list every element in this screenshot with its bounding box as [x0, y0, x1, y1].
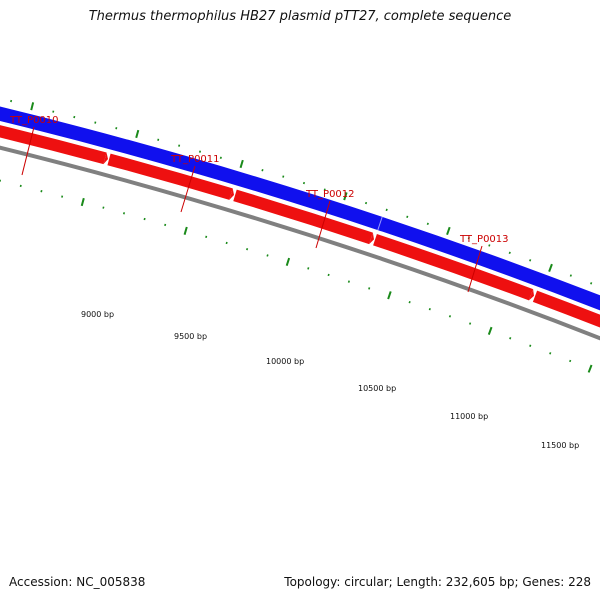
outer-tick [426, 222, 429, 226]
outer-tick [548, 263, 553, 272]
reverse-feature [373, 234, 534, 301]
position-label: 10500 bp [358, 384, 396, 393]
inner-tick [285, 257, 291, 267]
outer-tick [488, 244, 491, 247]
inner-tick [468, 322, 472, 325]
inner-tick [246, 247, 249, 251]
inner-tick [225, 241, 228, 245]
position-labels: 9000 bp 9500 bp 10000 bp 10500 bp 11000 bp 11… [81, 310, 579, 450]
reverse-arrowhead [103, 152, 108, 165]
inner-tick [327, 273, 330, 277]
outer-tick [302, 181, 306, 185]
gene-labels: TT_P0010 TT_P0011 TT_P0012 TT_P0013 [9, 115, 509, 293]
inner-tick [266, 254, 269, 257]
accession-text: Accession: NC_005838 [9, 575, 146, 589]
reverse-feature [532, 290, 600, 328]
outer-tick [385, 208, 388, 212]
inner-tick [509, 337, 512, 340]
inner-tick [529, 344, 532, 347]
forward-feature [377, 216, 600, 311]
outer-tick-marks [10, 99, 593, 285]
outer-tick [115, 127, 118, 130]
inner-tick [183, 226, 188, 235]
outer-tick [239, 159, 244, 169]
outer-tick [343, 192, 348, 201]
gene-label-tt-p0011: TT_P0011 [170, 154, 220, 165]
outer-tick [364, 201, 368, 205]
outer-tick [198, 150, 202, 153]
reverse-arrowhead [369, 232, 374, 245]
inner-tick [549, 352, 552, 355]
outer-tick [219, 156, 222, 159]
outer-tick [406, 215, 409, 219]
inner-tick-marks [0, 179, 593, 373]
outer-tick [467, 236, 470, 240]
gene-label-tt-p0012: TT_P0012 [305, 189, 355, 200]
inner-tick [408, 300, 411, 304]
reverse-feature [233, 189, 373, 245]
reverse-arrowhead [229, 188, 234, 200]
inner-tick [448, 315, 452, 318]
inner-tick [102, 206, 105, 209]
inner-tick [80, 197, 85, 207]
feature-boundary [377, 216, 383, 231]
inner-tick [347, 280, 350, 283]
reverse-feature [107, 153, 233, 200]
outer-tick [323, 188, 326, 191]
topology-summary: Topology: circular; Length: 232,605 bp; … [284, 575, 591, 589]
position-label: 9500 bp [174, 332, 207, 341]
position-label: 11500 bp [541, 441, 579, 450]
feature-tracks [0, 106, 600, 341]
backbone-line [0, 145, 600, 341]
map-title: Thermus thermophilus HB27 plasmid pTT27,… [88, 9, 512, 24]
inner-tick [164, 223, 167, 227]
inner-tick [205, 235, 208, 239]
outer-tick [73, 115, 76, 119]
inner-tick [143, 217, 146, 221]
gene-leader-line [21, 126, 35, 176]
inner-tick [61, 195, 64, 198]
gene-label-tt-p0013: TT_P0013 [459, 234, 509, 245]
outer-tick [178, 144, 181, 147]
outer-tick [529, 259, 532, 262]
reverse-arrowhead [528, 289, 534, 301]
outer-tick [30, 102, 35, 111]
inner-tick [569, 359, 572, 363]
inner-tick [587, 364, 593, 373]
outer-tick [590, 282, 593, 285]
inner-tick [368, 287, 371, 290]
outer-tick [508, 251, 511, 255]
inner-tick [307, 267, 310, 270]
outer-tick [282, 175, 285, 178]
gene-leader-line [467, 245, 483, 293]
outer-tick [446, 226, 451, 236]
reverse-feature [0, 125, 107, 165]
outer-tick [569, 274, 572, 277]
position-label: 11000 bp [450, 412, 488, 421]
outer-tick [135, 129, 140, 139]
gene-leader-line [315, 200, 331, 249]
inner-tick [487, 326, 493, 335]
inner-tick [387, 291, 392, 300]
forward-feature [0, 106, 383, 231]
position-label: 10000 bp [266, 357, 304, 366]
outer-tick [94, 121, 97, 124]
gene-label-tt-p0010: TT_P0010 [9, 115, 59, 126]
outer-tick [261, 169, 264, 172]
outer-tick [157, 138, 160, 141]
gene-leader-line [180, 165, 196, 213]
position-label: 9000 bp [81, 310, 114, 319]
inner-tick [428, 308, 431, 311]
inner-tick [122, 212, 126, 215]
